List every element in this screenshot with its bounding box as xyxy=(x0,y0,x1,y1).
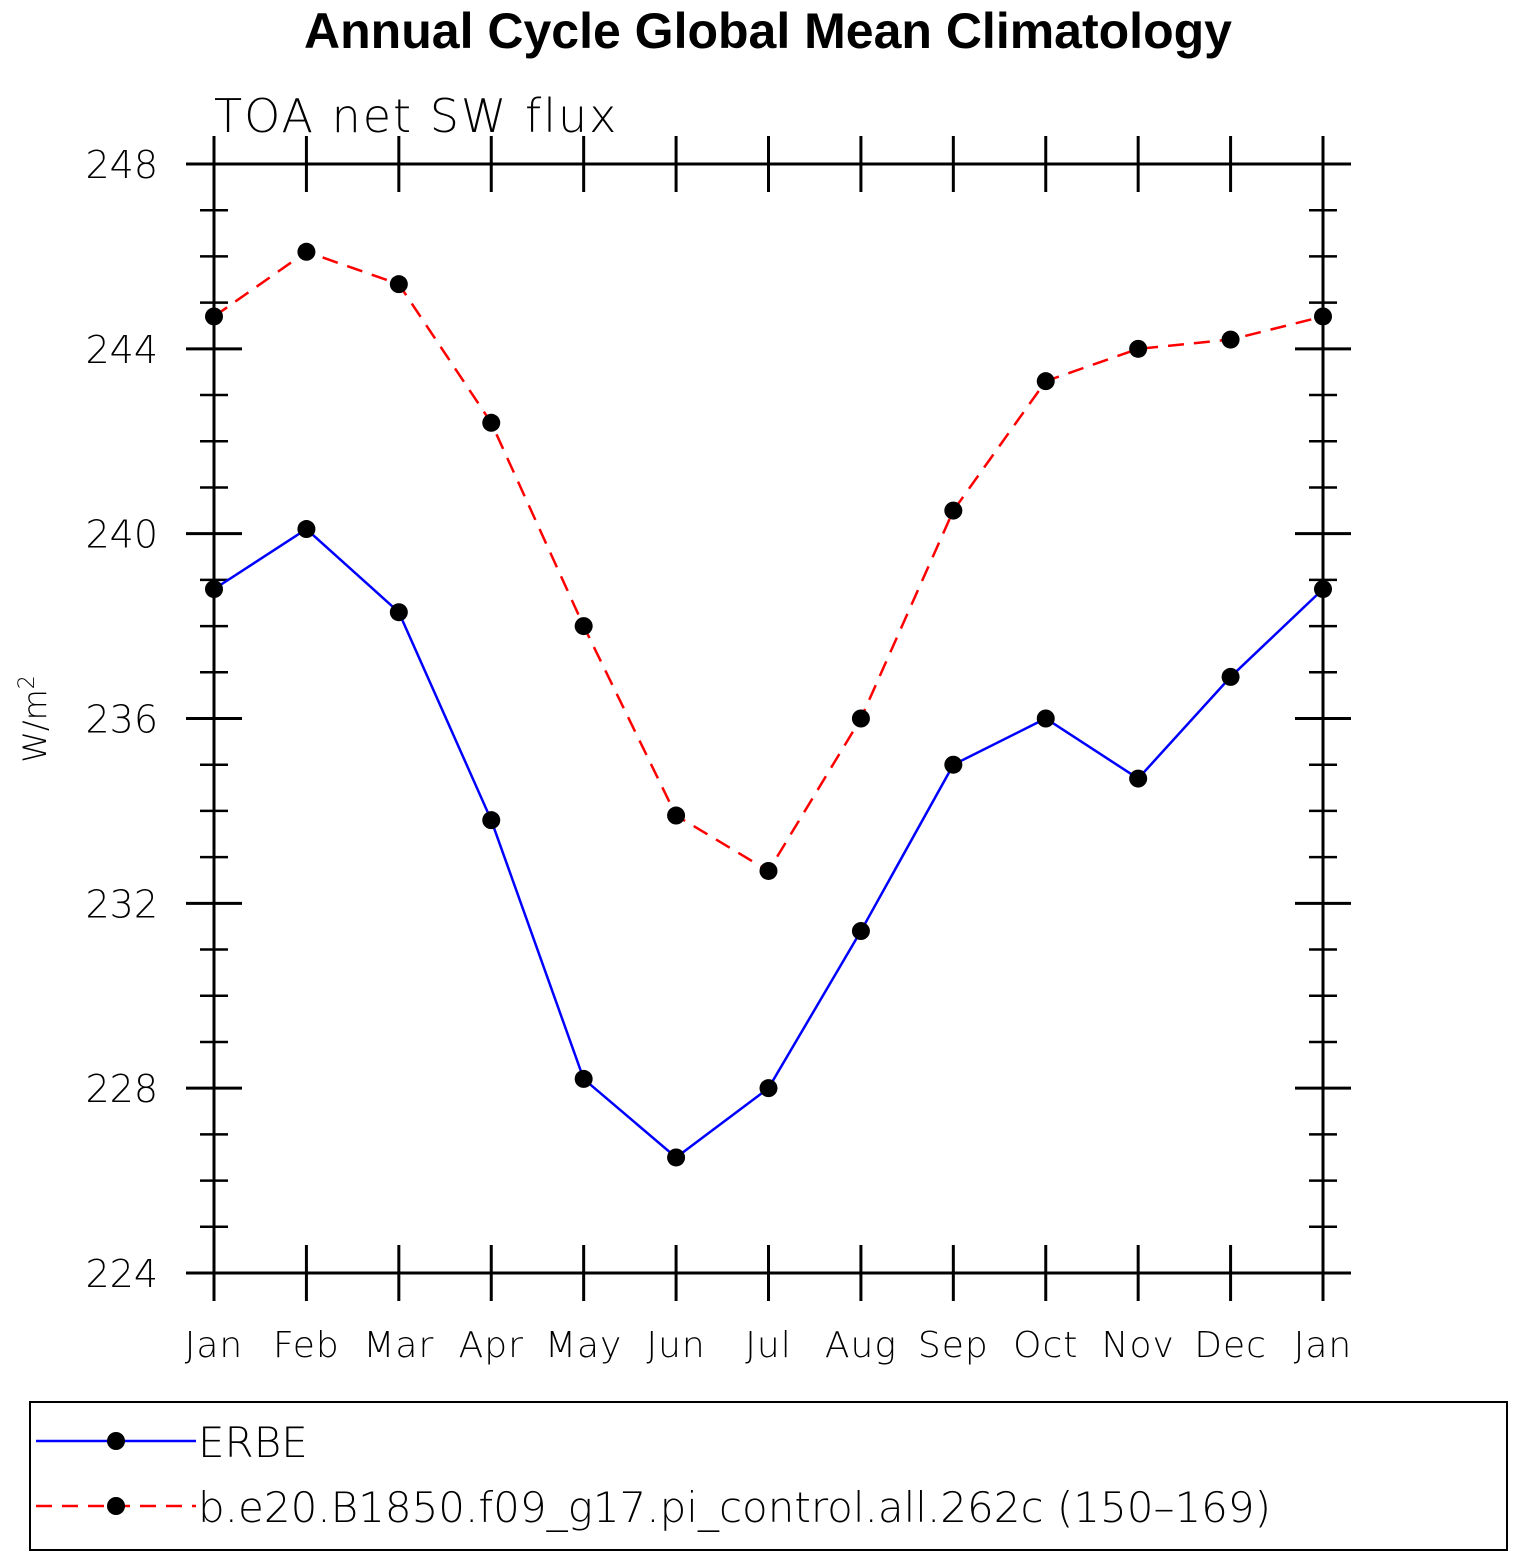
y-tick-label: 228 xyxy=(85,1067,158,1111)
y-axis-label-superscript: 2 xyxy=(15,675,40,689)
series-0-point xyxy=(297,520,316,539)
axes: 224 228 232 236 240 244 248 Jan Feb Mar Apr May Jun J… xyxy=(85,136,1353,1366)
series-0-point xyxy=(1036,709,1055,728)
plot-frame xyxy=(212,162,1325,1275)
x-tick-label: Mar xyxy=(363,1325,434,1366)
y-tick-label: 232 xyxy=(85,882,158,926)
series-0-point xyxy=(1221,667,1240,686)
y-tick-label: 236 xyxy=(85,698,158,742)
x-tick-label: Feb xyxy=(273,1325,340,1366)
x-tick-label: Nov xyxy=(1102,1325,1175,1366)
series-0-point xyxy=(389,603,408,622)
legend-label-1: b.e20.B1850.f09_g17.pi_control.all.262c … xyxy=(198,1483,1271,1532)
series-line-0 xyxy=(213,527,1324,1160)
y-axis-label-text: W/m xyxy=(16,689,54,763)
series-1-point xyxy=(389,275,408,294)
series-0-point xyxy=(759,1079,778,1098)
series-1-point xyxy=(297,242,316,261)
x-tick-label: Dec xyxy=(1194,1325,1267,1366)
series-0-point xyxy=(667,1148,686,1167)
series-1-point xyxy=(759,861,778,880)
x-tick-label: Aug xyxy=(825,1325,897,1366)
series-1-point xyxy=(205,307,223,326)
series-1-point xyxy=(482,413,501,432)
series-0-point xyxy=(1314,580,1332,599)
x-tick-label: Oct xyxy=(1013,1325,1078,1366)
series-0-point xyxy=(482,811,501,830)
series-1-point xyxy=(667,806,686,825)
series-0-point xyxy=(944,755,963,774)
y-tick-label: 224 xyxy=(85,1252,158,1296)
x-tick-label: May xyxy=(545,1325,622,1366)
series-0-point xyxy=(1129,769,1148,788)
legend-marker-1 xyxy=(107,1497,125,1515)
x-tick-label: Jun xyxy=(646,1325,705,1366)
series-1-point xyxy=(574,617,593,636)
y-tick-label: 240 xyxy=(85,513,158,557)
legend-marker-0 xyxy=(107,1432,125,1450)
legend-label-0: ERBE xyxy=(198,1418,308,1467)
series-0-point xyxy=(851,922,870,941)
series-1-point xyxy=(1314,307,1332,326)
x-tick-label: Apr xyxy=(459,1325,524,1366)
chart-title: Annual Cycle Global Mean Climatology xyxy=(304,3,1232,59)
series-1-point xyxy=(1129,339,1148,358)
chart-subtitle: TOA net SW flux xyxy=(214,89,618,143)
series-0-point xyxy=(574,1069,593,1088)
series-1-point xyxy=(1036,372,1055,391)
x-tick-label: Jan xyxy=(1294,1325,1353,1366)
series-1-point xyxy=(851,709,870,728)
x-tick-label: Sep xyxy=(918,1325,989,1366)
series-1-point xyxy=(944,501,963,520)
legend: ERBE b.e20.B1850.f09_g17.pi_control.all.2… xyxy=(29,1401,1508,1551)
y-tick-label: 248 xyxy=(85,143,158,187)
series-1-point xyxy=(1221,330,1240,349)
x-tick-label: Jan xyxy=(185,1325,244,1366)
series-line-1 xyxy=(213,250,1324,873)
y-axis-label: W/m2 xyxy=(15,675,54,763)
series-0-point xyxy=(205,580,223,599)
x-tick-label: Jul xyxy=(745,1325,791,1366)
legend-box xyxy=(29,1401,1508,1551)
y-tick-label: 244 xyxy=(85,328,158,372)
series-group xyxy=(205,242,1332,1167)
